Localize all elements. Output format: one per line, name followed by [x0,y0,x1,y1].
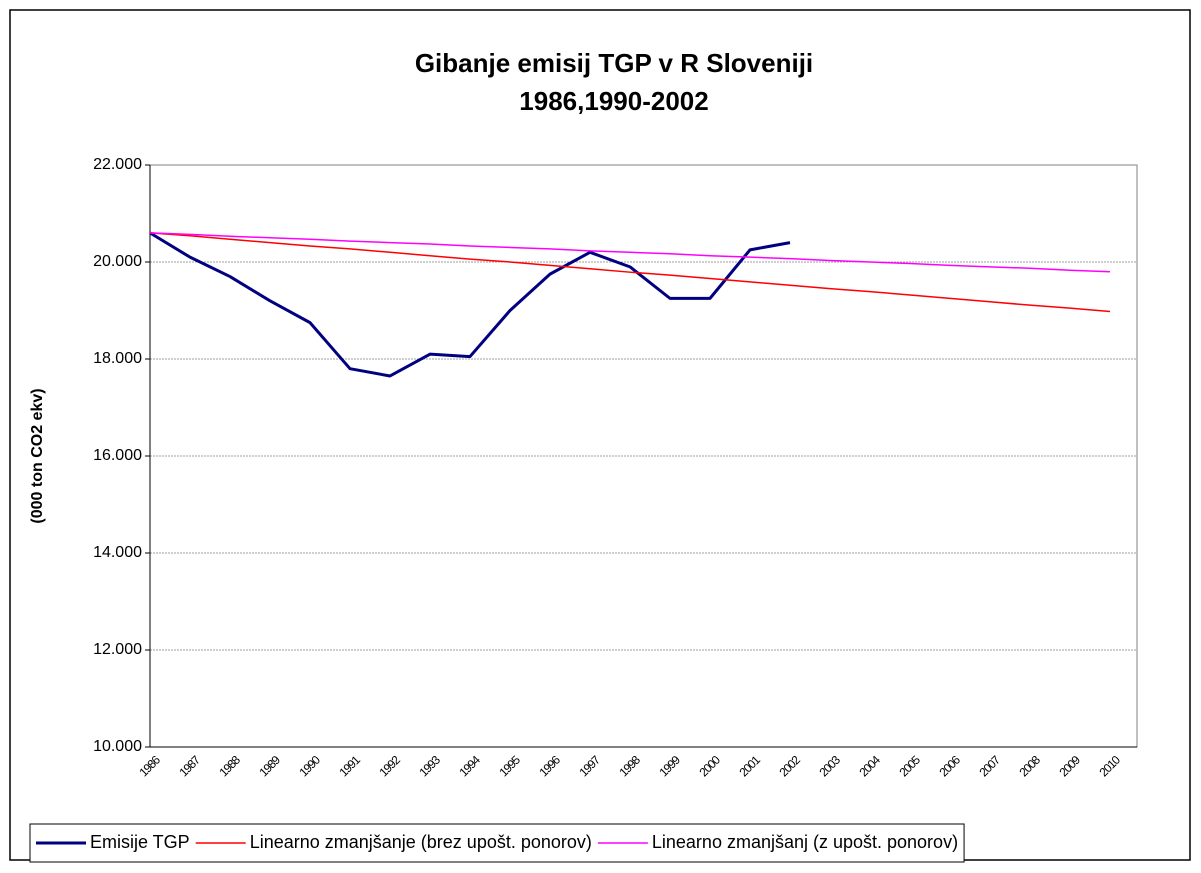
y-tick-label: 20.000 [93,253,142,270]
y-tick-label: 10.000 [93,738,142,755]
y-tick-label: 14.000 [93,544,142,561]
y-tick-label: 22.000 [93,156,142,173]
y-tick-label: 12.000 [93,641,142,658]
y-tick-label: 16.000 [93,447,142,464]
chart-title: Gibanje emisij TGP v R Sloveniji [415,48,813,78]
series-line [149,232,1111,273]
legend-box [29,823,965,863]
legend-label: Emisije TGP [90,832,190,852]
series-line [149,232,1111,313]
legend-label: Linearno zmanjšanj (z upošt. ponorov) [652,832,958,852]
series-line [149,231,791,378]
y-axis-label: (000 ton CO2 ekv) [29,388,46,523]
legend-label: Linearno zmanjšanje (brez upošt. ponorov… [250,832,592,852]
chart-subtitle: 1986,1990-2002 [519,86,708,116]
y-tick-label: 18.000 [93,350,142,367]
